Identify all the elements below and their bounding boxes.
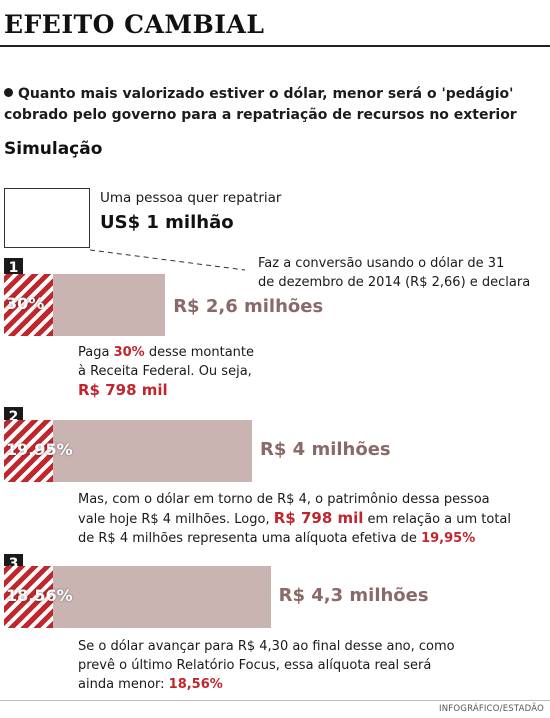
unit-square (4, 188, 90, 248)
value-label-step-1: R$ 2,6 milhões (173, 296, 324, 317)
rate-label-step-3: 18,56% (6, 586, 73, 605)
credit: INFOGRÁFICO/ESTADÃO (439, 704, 544, 714)
intro-line-1: Uma pessoa quer repatriar (100, 190, 282, 206)
section-title: Simulação (4, 139, 103, 159)
rate-label-step-2: 19,95% (6, 440, 73, 459)
intro-amount: US$ 1 milhão (100, 212, 234, 233)
step-2-note: Mas, com o dólar em torno de R$ 4, o pat… (78, 492, 512, 546)
step-number-1: 1 (4, 258, 23, 278)
lead-text: Quanto mais valorizado estiver o dólar, … (4, 86, 517, 123)
value-label-step-3: R$ 4,3 milhões (278, 585, 429, 606)
bullet-icon (4, 88, 13, 97)
rate-label-step-1: 30% (6, 294, 45, 313)
tax-portion-step-2 (4, 420, 54, 482)
value-label-step-2: R$ 4 milhões (260, 439, 391, 460)
step-1-note: Paga 30% desse montante à Receita Federa… (78, 345, 255, 399)
tax-portion-step-1 (4, 274, 54, 336)
page-title: EFEITO CAMBIAL (4, 10, 265, 39)
bottom-rule (0, 700, 550, 701)
title-rule (0, 45, 550, 47)
step-3-note: Se o dólar avançar para R$ 4,30 ao final… (78, 639, 455, 692)
tax-portion-step-3 (4, 566, 54, 628)
connector-line (89, 249, 246, 271)
step-1-description: Faz a conversão usando o dólar de 31 de … (258, 256, 531, 290)
